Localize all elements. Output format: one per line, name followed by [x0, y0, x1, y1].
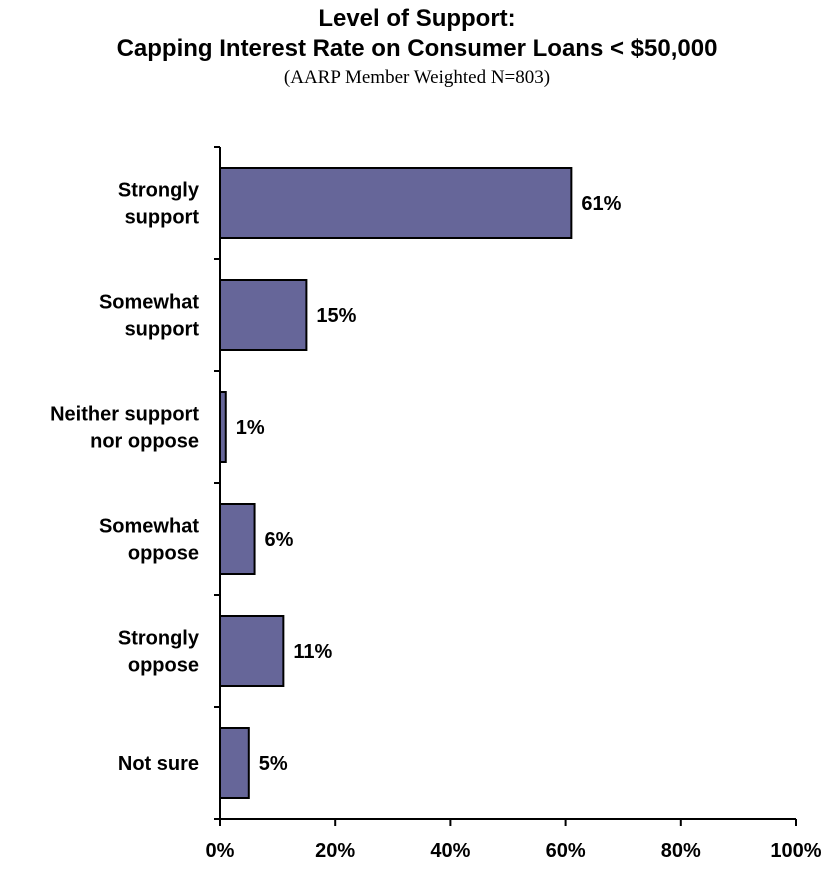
category-label-0-1: support	[125, 207, 200, 229]
category-label-0-0: Strongly	[118, 180, 200, 202]
category-label-4-0: Strongly	[118, 628, 200, 650]
chart-title-block: Level of Support: Capping Interest Rate …	[0, 4, 834, 90]
value-label-4: 11%	[293, 641, 332, 663]
chart-title-line-1: Level of Support:	[318, 5, 516, 32]
x-tick-label-1: 20%	[315, 840, 355, 862]
x-tick-label-3: 60%	[546, 840, 586, 862]
category-label-3-1: oppose	[128, 543, 199, 565]
bar-3	[219, 503, 256, 575]
chart-title-line-2: Capping Interest Rate on Consumer Loans …	[116, 35, 718, 62]
category-label-5-0: Not sure	[118, 753, 199, 775]
category-label-4-1: oppose	[128, 655, 199, 677]
value-label-1: 15%	[316, 305, 356, 327]
chart-subtitle: (AARP Member Weighted N=803)	[283, 67, 551, 88]
x-tick-label-4: 80%	[661, 840, 701, 862]
category-label-2-1: nor oppose	[90, 431, 199, 453]
category-label-1-0: Somewhat	[99, 292, 199, 314]
category-label-1-1: support	[125, 319, 200, 341]
value-label-0: 61%	[581, 193, 621, 215]
bar-4	[219, 615, 285, 687]
value-label-2: 1%	[236, 417, 265, 439]
category-label-2-0: Neither support	[50, 404, 199, 426]
x-tick-label-5: 100%	[770, 840, 821, 862]
value-label-5: 5%	[259, 753, 288, 775]
bar-0	[219, 167, 573, 239]
x-tick-label-0: 0%	[206, 840, 235, 862]
bar-1	[219, 279, 308, 351]
category-label-3-0: Somewhat	[99, 516, 199, 538]
value-label-3: 6%	[265, 529, 294, 551]
x-tick-label-2: 40%	[430, 840, 470, 862]
bar-5	[219, 727, 250, 799]
